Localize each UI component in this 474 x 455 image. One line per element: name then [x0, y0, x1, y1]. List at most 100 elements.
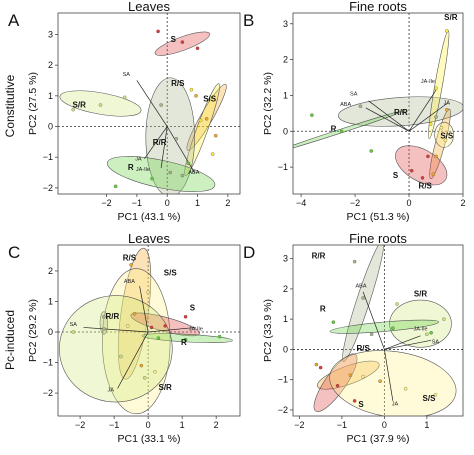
point-s-s [210, 152, 215, 156]
plot-area: S S/R R/S S/S R/R R SA ABA JA JA-Ile [58, 13, 240, 194]
loading-label-ja: JA [135, 156, 142, 162]
point-r [186, 161, 191, 166]
point-r-r [361, 296, 365, 300]
panel-d: D Fine roots R/R S/R R R/S S S/S ABA JA-Ile SA JA −2… [243, 231, 464, 445]
point-s-s [198, 118, 203, 123]
y-tick-label: 0 [283, 126, 288, 136]
x-tick-label: 1 [424, 420, 429, 430]
plot-frame [292, 12, 464, 195]
point-s-r [142, 376, 147, 380]
point-s [180, 40, 185, 44]
point-s-s [189, 87, 194, 92]
point-s-s [125, 324, 130, 328]
group-label-r-r: R/R [312, 252, 326, 261]
loading-label-ja: JA [444, 100, 451, 106]
ellipse-r-r [145, 77, 195, 194]
ellipse-s-r [389, 299, 452, 348]
point-r-s [132, 311, 137, 316]
point-r [369, 149, 374, 153]
plot-area: R/R R S/R R/S S S/S SA ABA JA-Ile JA [293, 13, 463, 194]
point-r-s [378, 379, 382, 383]
y-tick-label: −1 [43, 358, 53, 368]
row-label-constitutive: Constitutive [3, 74, 17, 137]
loading-label-ja-ile: JA-Ile [136, 167, 150, 173]
ellipse-s-r [59, 295, 173, 403]
loading-label-aba: ABA [188, 170, 199, 176]
loading-label-sa: SA [350, 91, 358, 97]
x-tick-label: 0 [146, 420, 151, 430]
panel-title: Leaves [128, 231, 170, 246]
y-axis-label: PC2 (29.2 %) [27, 299, 39, 362]
y-tick-label: 0 [48, 122, 53, 132]
group-label-r-s: R/S [419, 182, 433, 191]
y-tick-label: −1 [278, 162, 288, 172]
x-tick-label: 0 [165, 198, 170, 208]
y-tick-label: −2 [43, 183, 53, 193]
point-r-r [159, 103, 163, 107]
panel-c: C Leaves R/S S/S R/R S R S/R ABA SA JA-Ile JA −2 −1 0 1… [8, 231, 241, 445]
point-r-r [358, 104, 363, 108]
loading-arrow-sa [136, 80, 168, 127]
loading-label-ja: JA [108, 388, 115, 394]
y-axis-label: PC2 (32.2 %) [262, 72, 274, 135]
group-label-s-s: S/S [423, 394, 437, 403]
point-s [163, 324, 167, 328]
panel-title: Leaves [128, 0, 170, 14]
point-r-r [180, 173, 185, 178]
point-s-s [439, 125, 444, 130]
loading-label-aba: ABA [340, 102, 351, 108]
x-tick-label: −4 [296, 198, 306, 208]
y-tick-label: −2 [43, 388, 53, 398]
point-s [156, 29, 160, 34]
group-label-r: R [128, 163, 134, 172]
point-s-r [428, 122, 433, 126]
group-label-r: R [331, 124, 337, 133]
x-axis-label: PC1 (37.9 %) [346, 433, 409, 445]
ellipse-s [313, 353, 358, 412]
x-axis-label: PC1 (33.1 %) [117, 433, 180, 445]
point-s-s [361, 374, 365, 379]
x-tick-label: −2 [75, 420, 85, 430]
point-r-r [102, 327, 106, 331]
group-label-s-r: S/R [444, 13, 458, 22]
group-label-s: S [171, 35, 177, 44]
loading-label-aba: ABA [124, 279, 135, 285]
ellipse-r-r [342, 245, 385, 362]
point-s-r [71, 107, 75, 112]
loading-arrow-sa [384, 339, 432, 350]
point-s [318, 365, 323, 370]
point-r-s [348, 373, 353, 377]
ellipse-r-s [429, 108, 451, 180]
point-r-s [213, 133, 218, 138]
point-r-s [204, 117, 209, 121]
group-label-r-r: R/R [394, 108, 408, 117]
y-tick-label: −1 [278, 375, 288, 385]
ellipse-s-s [102, 268, 171, 415]
loading-label-sa: SA [123, 72, 131, 78]
loading-arrow-aba [139, 286, 149, 333]
x-axis-label: PC1 (43.1 %) [117, 211, 180, 223]
x-tick-label: −2 [350, 198, 360, 208]
y-tick-label: 1 [283, 314, 288, 324]
ellipse-r [107, 156, 216, 192]
loading-arrow-aba [166, 126, 195, 173]
x-tick-label: 0 [382, 420, 387, 430]
loading-arrow-ja-ile [408, 89, 437, 132]
group-label-s: S [358, 400, 364, 409]
x-tick-label: 0 [407, 198, 412, 208]
group-label-s-s: S/S [203, 94, 217, 103]
point-s [335, 383, 340, 388]
y-tick-label: 1 [48, 296, 53, 306]
y-tick-label: 2 [283, 55, 288, 65]
point-r-r [174, 137, 179, 141]
y-tick-label: 2 [48, 60, 53, 70]
point-r-r [369, 332, 374, 337]
x-tick-label: 2 [460, 198, 465, 208]
point-r [429, 331, 433, 335]
point-r-s [129, 263, 133, 267]
x-tick-label: −2 [294, 420, 304, 430]
point-s [426, 154, 430, 159]
loading-arrow-ja [408, 102, 449, 132]
ellipse-s-s [434, 121, 454, 148]
group-label-r: R [181, 338, 187, 347]
